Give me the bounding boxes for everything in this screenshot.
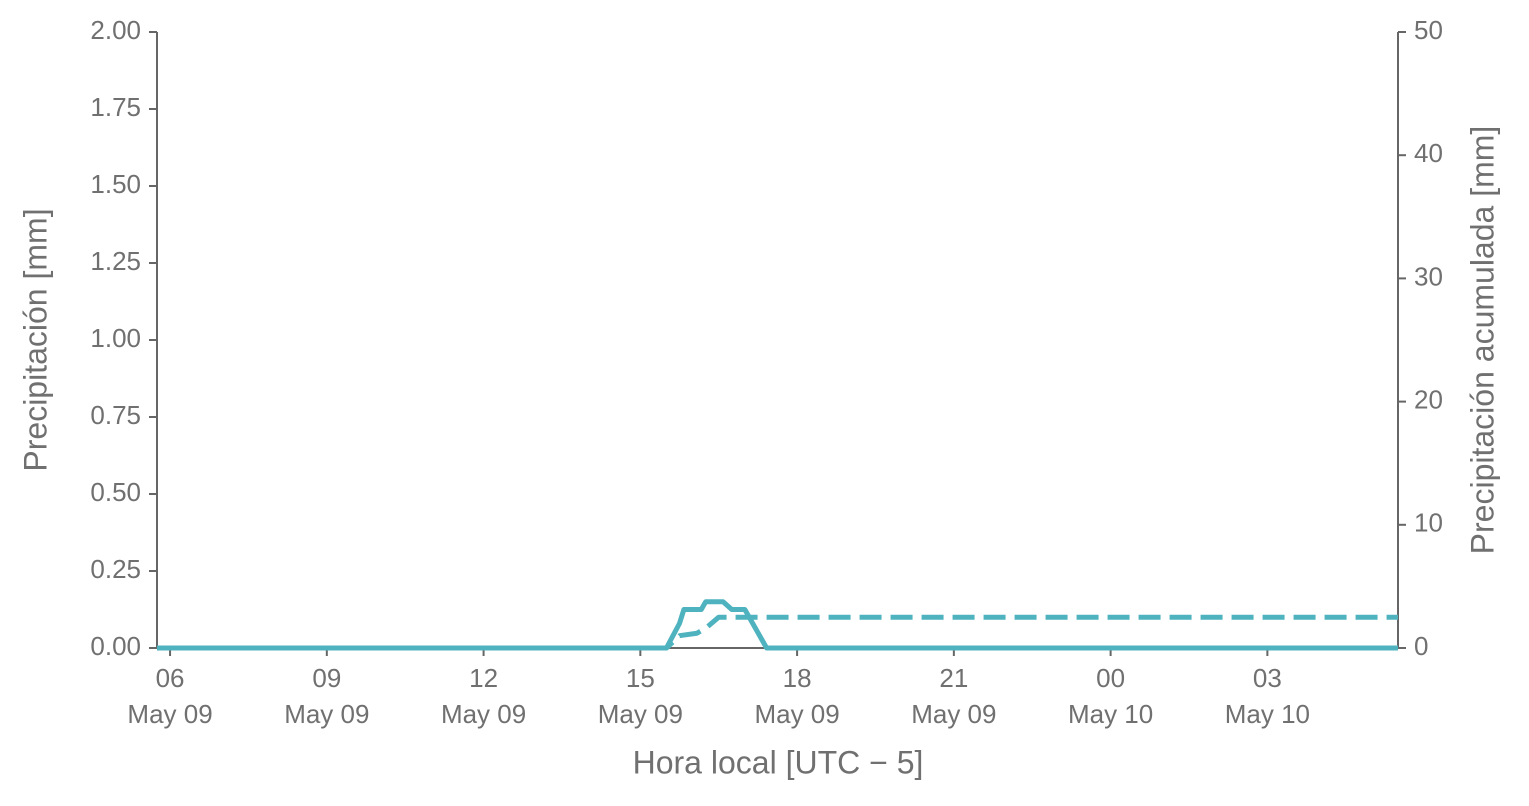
x-axis-label: Hora local [UTC − 5] [633,744,924,780]
y-tick-label: 1.25 [90,246,141,276]
x-tick-label: 21 May 09 [911,663,996,729]
y2-tick-label: 10 [1414,508,1443,538]
y-tick-label: 1.00 [90,323,141,353]
y-tick-label: 0.75 [90,400,141,430]
x-tick-label: 12 May 09 [441,663,526,729]
x-tick-label: 03 May 10 [1225,663,1310,729]
y-tick-label: 0.25 [90,554,141,584]
y-axis-label: Precipitación [mm] [17,208,53,471]
y2-tick-label: 40 [1414,138,1443,168]
y-tick-label: 1.50 [90,169,141,199]
x-tick-label: 18 May 09 [754,663,839,729]
x-tick-label: 15 May 09 [598,663,683,729]
x-tick-label: 06 May 09 [127,663,212,729]
x-tick-label: 00 May 10 [1068,663,1153,729]
y-tick-label: 0.50 [90,477,141,507]
y2-tick-label: 30 [1414,261,1443,291]
series-line [157,614,1398,651]
y2-tick-label: 20 [1414,384,1443,414]
y-tick-label: 0.00 [90,631,141,661]
series-line [157,599,1398,651]
y-tick-label: 2.00 [90,15,141,45]
y2-axis-label: Precipitación acumulada [mm] [1464,126,1500,555]
x-tick-label: 09 May 09 [284,663,369,729]
y2-tick-label: 0 [1414,631,1428,661]
y-tick-label: 1.75 [90,92,141,122]
y2-tick-label: 50 [1414,15,1443,45]
